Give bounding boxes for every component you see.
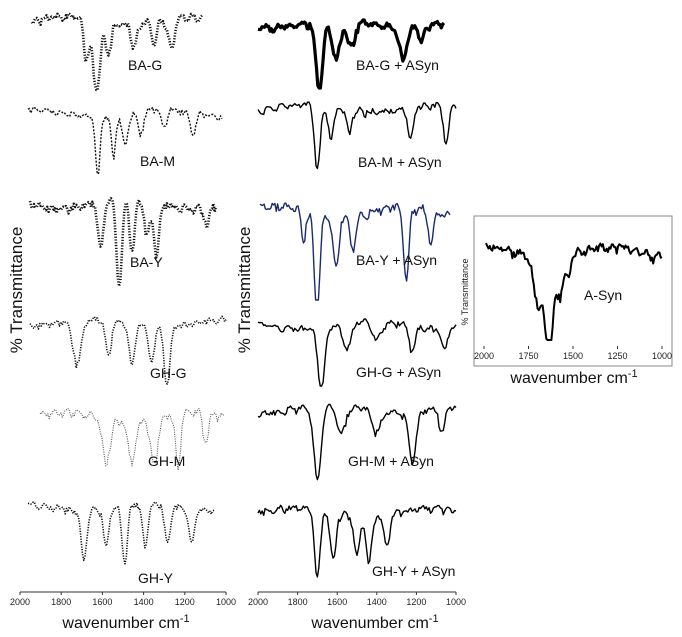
inset-x-tick-label: 1000 — [652, 351, 672, 361]
spectrum-label: BA-M + ASyn — [358, 154, 442, 170]
spectrum-label: GH-G — [150, 365, 187, 381]
left-x-axis-label-sup: -1 — [180, 613, 190, 625]
spectrum-line — [257, 403, 457, 481]
middle-x-axis-label-sup: -1 — [429, 613, 439, 625]
left-x-axis-label-text: wavenumber cm — [61, 615, 179, 632]
spectrum-line — [257, 318, 457, 387]
spectrum-line — [257, 504, 457, 578]
inset-x-axis-label-sup: -1 — [628, 368, 638, 380]
middle-x-tick-label: 1800 — [288, 597, 308, 607]
middle-x-tick-label: 1600 — [327, 597, 347, 607]
middle-x-axis-label-text: wavenumber cm — [310, 615, 428, 632]
spectrum-line — [485, 242, 663, 341]
inset-x-tick-label: 1250 — [607, 351, 627, 361]
inset-x-axis-label: wavenumber cm-1 — [509, 368, 637, 387]
spectrum-label: BA-Y + ASyn — [356, 252, 437, 268]
spectrum-label: GH-G + ASyn — [356, 364, 441, 380]
inset-x-tick-label: 1750 — [518, 351, 538, 361]
spectrum-line — [257, 101, 457, 170]
left-x-tick-label: 1000 — [216, 597, 236, 607]
left-x-axis-label: wavenumber cm-1 — [61, 613, 189, 632]
middle-x-axis-label: wavenumber cm-1 — [310, 613, 438, 632]
left-x-tick-label: 1400 — [134, 597, 154, 607]
inset-frame — [473, 215, 673, 367]
inset-x-tick-label: 2000 — [474, 351, 494, 361]
spectrum-label: BA-Y — [130, 254, 163, 270]
middle-x-tick-label: 2000 — [248, 597, 268, 607]
middle-x-tick-label: 1400 — [367, 597, 387, 607]
spectrum-line — [29, 315, 227, 385]
spectrum-label: BA-M — [140, 153, 175, 169]
inset-y-axis-label: % Transmittance — [460, 258, 470, 325]
spectrum-line — [39, 407, 225, 471]
left-y-axis-label: % Transmittance — [7, 227, 26, 354]
left-x-tick-label: 2000 — [10, 597, 30, 607]
middle-x-tick-label: 1000 — [446, 597, 466, 607]
spectrum-line — [27, 501, 215, 565]
spectrum-label: BA-G — [128, 57, 162, 73]
spectrum-label: GH-Y + ASyn — [372, 563, 455, 579]
spectrum-line — [257, 18, 446, 90]
inset-x-tick-label: 1500 — [563, 351, 583, 361]
spectrum-line — [27, 106, 223, 175]
spectrum-line — [30, 12, 203, 92]
spectrum-line — [259, 202, 451, 301]
left-x-tick-label: 1200 — [175, 597, 195, 607]
spectrum-label: GH-Y — [138, 570, 174, 586]
spectrum-label: BA-G + ASyn — [356, 57, 439, 73]
spectrum-line — [28, 197, 218, 288]
left-column-panel: % Transmittance BA-G BA-M BA-Y GH-G GH-M GH-Y… — [7, 12, 236, 632]
middle-column-panel: % Transmittance BA-G + ASyn BA-M + ASyn BA… — [235, 18, 466, 632]
left-x-tick-label: 1800 — [51, 597, 71, 607]
inset-panel: % Transmittance A-Syn 2000 1750 1500 1250 10… — [460, 215, 673, 387]
middle-x-tick-label: 1200 — [406, 597, 426, 607]
spectrum-label: GH-M — [148, 453, 185, 469]
spectrum-label: A-Syn — [584, 287, 622, 303]
left-x-tick-label: 1600 — [92, 597, 112, 607]
inset-x-axis-label-text: wavenumber cm — [509, 370, 627, 387]
middle-y-axis-label: % Transmittance — [235, 227, 254, 354]
spectrum-label: GH-M + ASyn — [348, 453, 434, 469]
